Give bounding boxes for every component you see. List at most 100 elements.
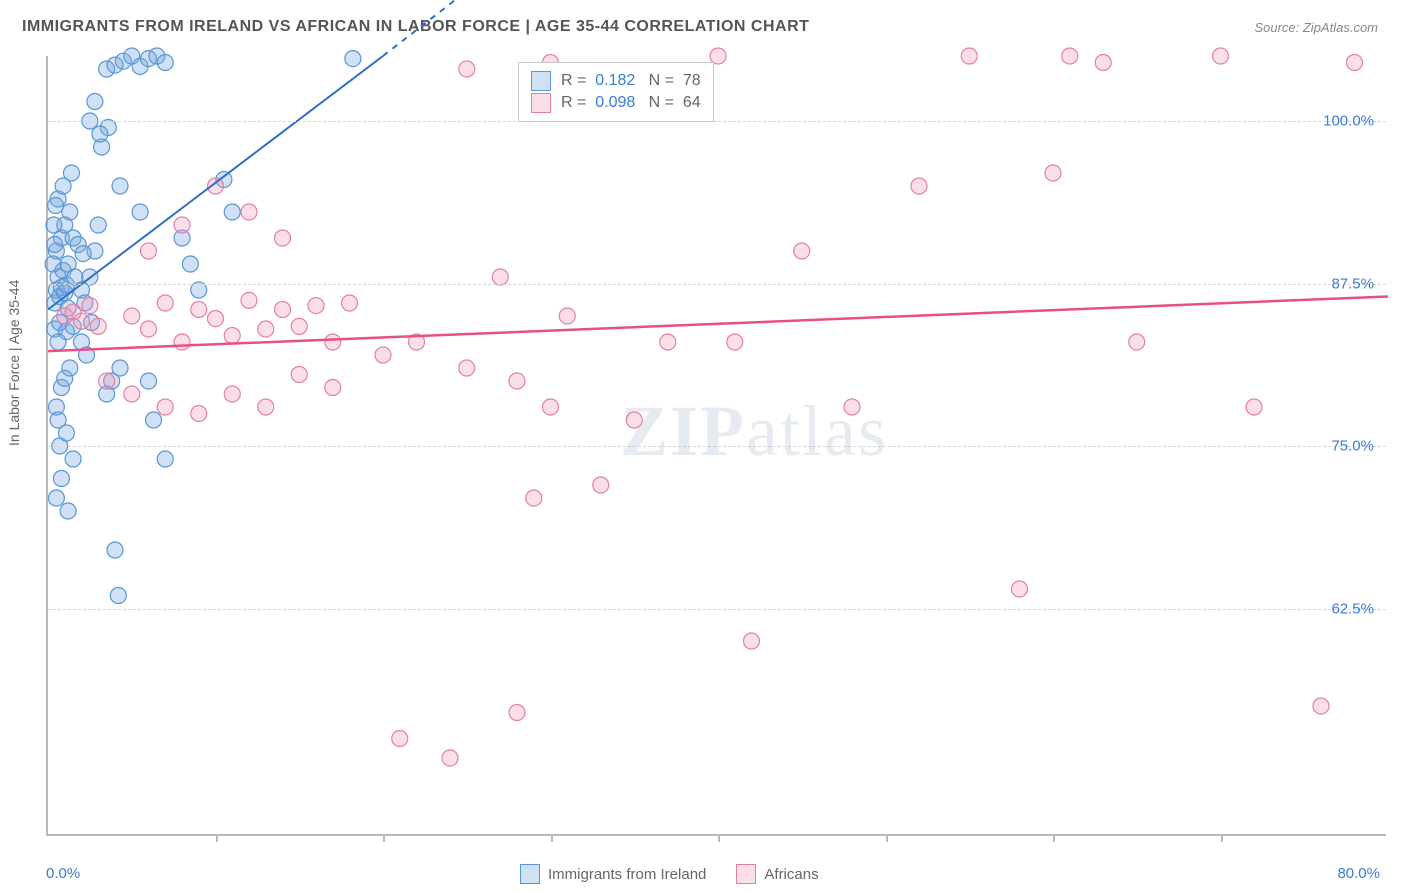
- scatter-point: [459, 360, 475, 376]
- scatter-point: [660, 334, 676, 350]
- scatter-point: [526, 490, 542, 506]
- legend-label: Immigrants from Ireland: [548, 866, 706, 883]
- scatter-point: [75, 246, 91, 262]
- scatter-point: [727, 334, 743, 350]
- scatter-point: [794, 243, 810, 259]
- scatter-point: [559, 308, 575, 324]
- scatter-point: [626, 412, 642, 428]
- scatter-point: [132, 204, 148, 220]
- scatter-point: [174, 334, 190, 350]
- scatter-point: [62, 204, 78, 220]
- legend-swatch: [531, 71, 551, 91]
- scatter-point: [50, 334, 66, 350]
- scatter-point: [1246, 399, 1262, 415]
- scatter-point: [224, 204, 240, 220]
- scatter-point: [593, 477, 609, 493]
- x-tick: [718, 834, 720, 842]
- legend-bottom: Immigrants from Ireland Africans: [520, 864, 819, 884]
- x-axis-max-label: 80.0%: [1337, 865, 1380, 882]
- gridline: [48, 284, 1386, 285]
- scatter-point: [844, 399, 860, 415]
- scatter-point: [308, 298, 324, 314]
- scatter-point: [99, 373, 115, 389]
- scatter-point: [74, 313, 90, 329]
- legend-item: Africans: [736, 864, 818, 884]
- scatter-point: [1313, 698, 1329, 714]
- scatter-point: [208, 311, 224, 327]
- scatter-point: [191, 406, 207, 422]
- y-tick-label: 87.5%: [1331, 275, 1374, 292]
- scatter-point: [141, 373, 157, 389]
- scatter-point: [442, 750, 458, 766]
- scatter-point: [509, 705, 525, 721]
- scatter-point: [325, 334, 341, 350]
- legend-stats-text: R = 0.098 N = 64: [561, 94, 701, 112]
- scatter-point: [48, 198, 64, 214]
- scatter-point: [275, 230, 291, 246]
- source-label: Source: ZipAtlas.com: [1254, 20, 1378, 35]
- scatter-point: [87, 94, 103, 110]
- x-tick: [551, 834, 553, 842]
- x-tick: [216, 834, 218, 842]
- scatter-point: [1347, 55, 1363, 71]
- scatter-point: [107, 542, 123, 558]
- y-tick-label: 62.5%: [1331, 600, 1374, 617]
- scatter-point: [241, 292, 257, 308]
- scatter-point: [112, 178, 128, 194]
- scatter-point: [543, 399, 559, 415]
- scatter-point: [1062, 48, 1078, 64]
- scatter-point: [744, 633, 760, 649]
- legend-item: Immigrants from Ireland: [520, 864, 706, 884]
- scatter-point: [45, 256, 61, 272]
- x-tick: [1221, 834, 1223, 842]
- scatter-point: [224, 328, 240, 344]
- scatter-point: [392, 731, 408, 747]
- scatter-point: [182, 256, 198, 272]
- gridline: [48, 121, 1386, 122]
- scatter-point: [48, 490, 64, 506]
- scatter-point: [146, 412, 162, 428]
- scatter-point: [92, 126, 108, 142]
- legend-stats-row: R = 0.098 N = 64: [531, 93, 701, 113]
- scatter-point: [1012, 581, 1028, 597]
- chart-svg: [48, 56, 1386, 834]
- scatter-point: [241, 204, 257, 220]
- scatter-point: [82, 298, 98, 314]
- scatter-point: [157, 55, 173, 71]
- scatter-point: [258, 321, 274, 337]
- scatter-point: [141, 321, 157, 337]
- scatter-point: [1095, 55, 1111, 71]
- x-axis-min-label: 0.0%: [46, 865, 80, 882]
- scatter-point: [124, 386, 140, 402]
- scatter-point: [62, 360, 78, 376]
- scatter-point: [911, 178, 927, 194]
- y-tick-label: 100.0%: [1323, 113, 1374, 130]
- scatter-point: [53, 471, 69, 487]
- legend-label: Africans: [764, 866, 818, 883]
- scatter-point: [141, 243, 157, 259]
- scatter-point: [60, 503, 76, 519]
- legend-swatch: [736, 864, 756, 884]
- legend-stats-row: R = 0.182 N = 78: [531, 71, 701, 91]
- plot-area: 62.5%75.0%87.5%100.0%: [46, 56, 1386, 836]
- scatter-point: [157, 295, 173, 311]
- scatter-point: [459, 61, 475, 77]
- legend-stats-text: R = 0.182 N = 78: [561, 72, 701, 90]
- scatter-point: [90, 318, 106, 334]
- chart-title: IMMIGRANTS FROM IRELAND VS AFRICAN IN LA…: [22, 18, 809, 36]
- scatter-point: [291, 318, 307, 334]
- scatter-point: [63, 165, 79, 181]
- scatter-point: [90, 217, 106, 233]
- x-tick: [886, 834, 888, 842]
- scatter-point: [342, 295, 358, 311]
- scatter-point: [258, 399, 274, 415]
- scatter-point: [46, 217, 62, 233]
- scatter-point: [157, 399, 173, 415]
- x-tick: [1053, 834, 1055, 842]
- x-tick: [383, 834, 385, 842]
- legend-swatch: [531, 93, 551, 113]
- y-axis-title: In Labor Force | Age 35-44: [6, 280, 22, 446]
- scatter-point: [325, 380, 341, 396]
- scatter-point: [961, 48, 977, 64]
- scatter-point: [157, 451, 173, 467]
